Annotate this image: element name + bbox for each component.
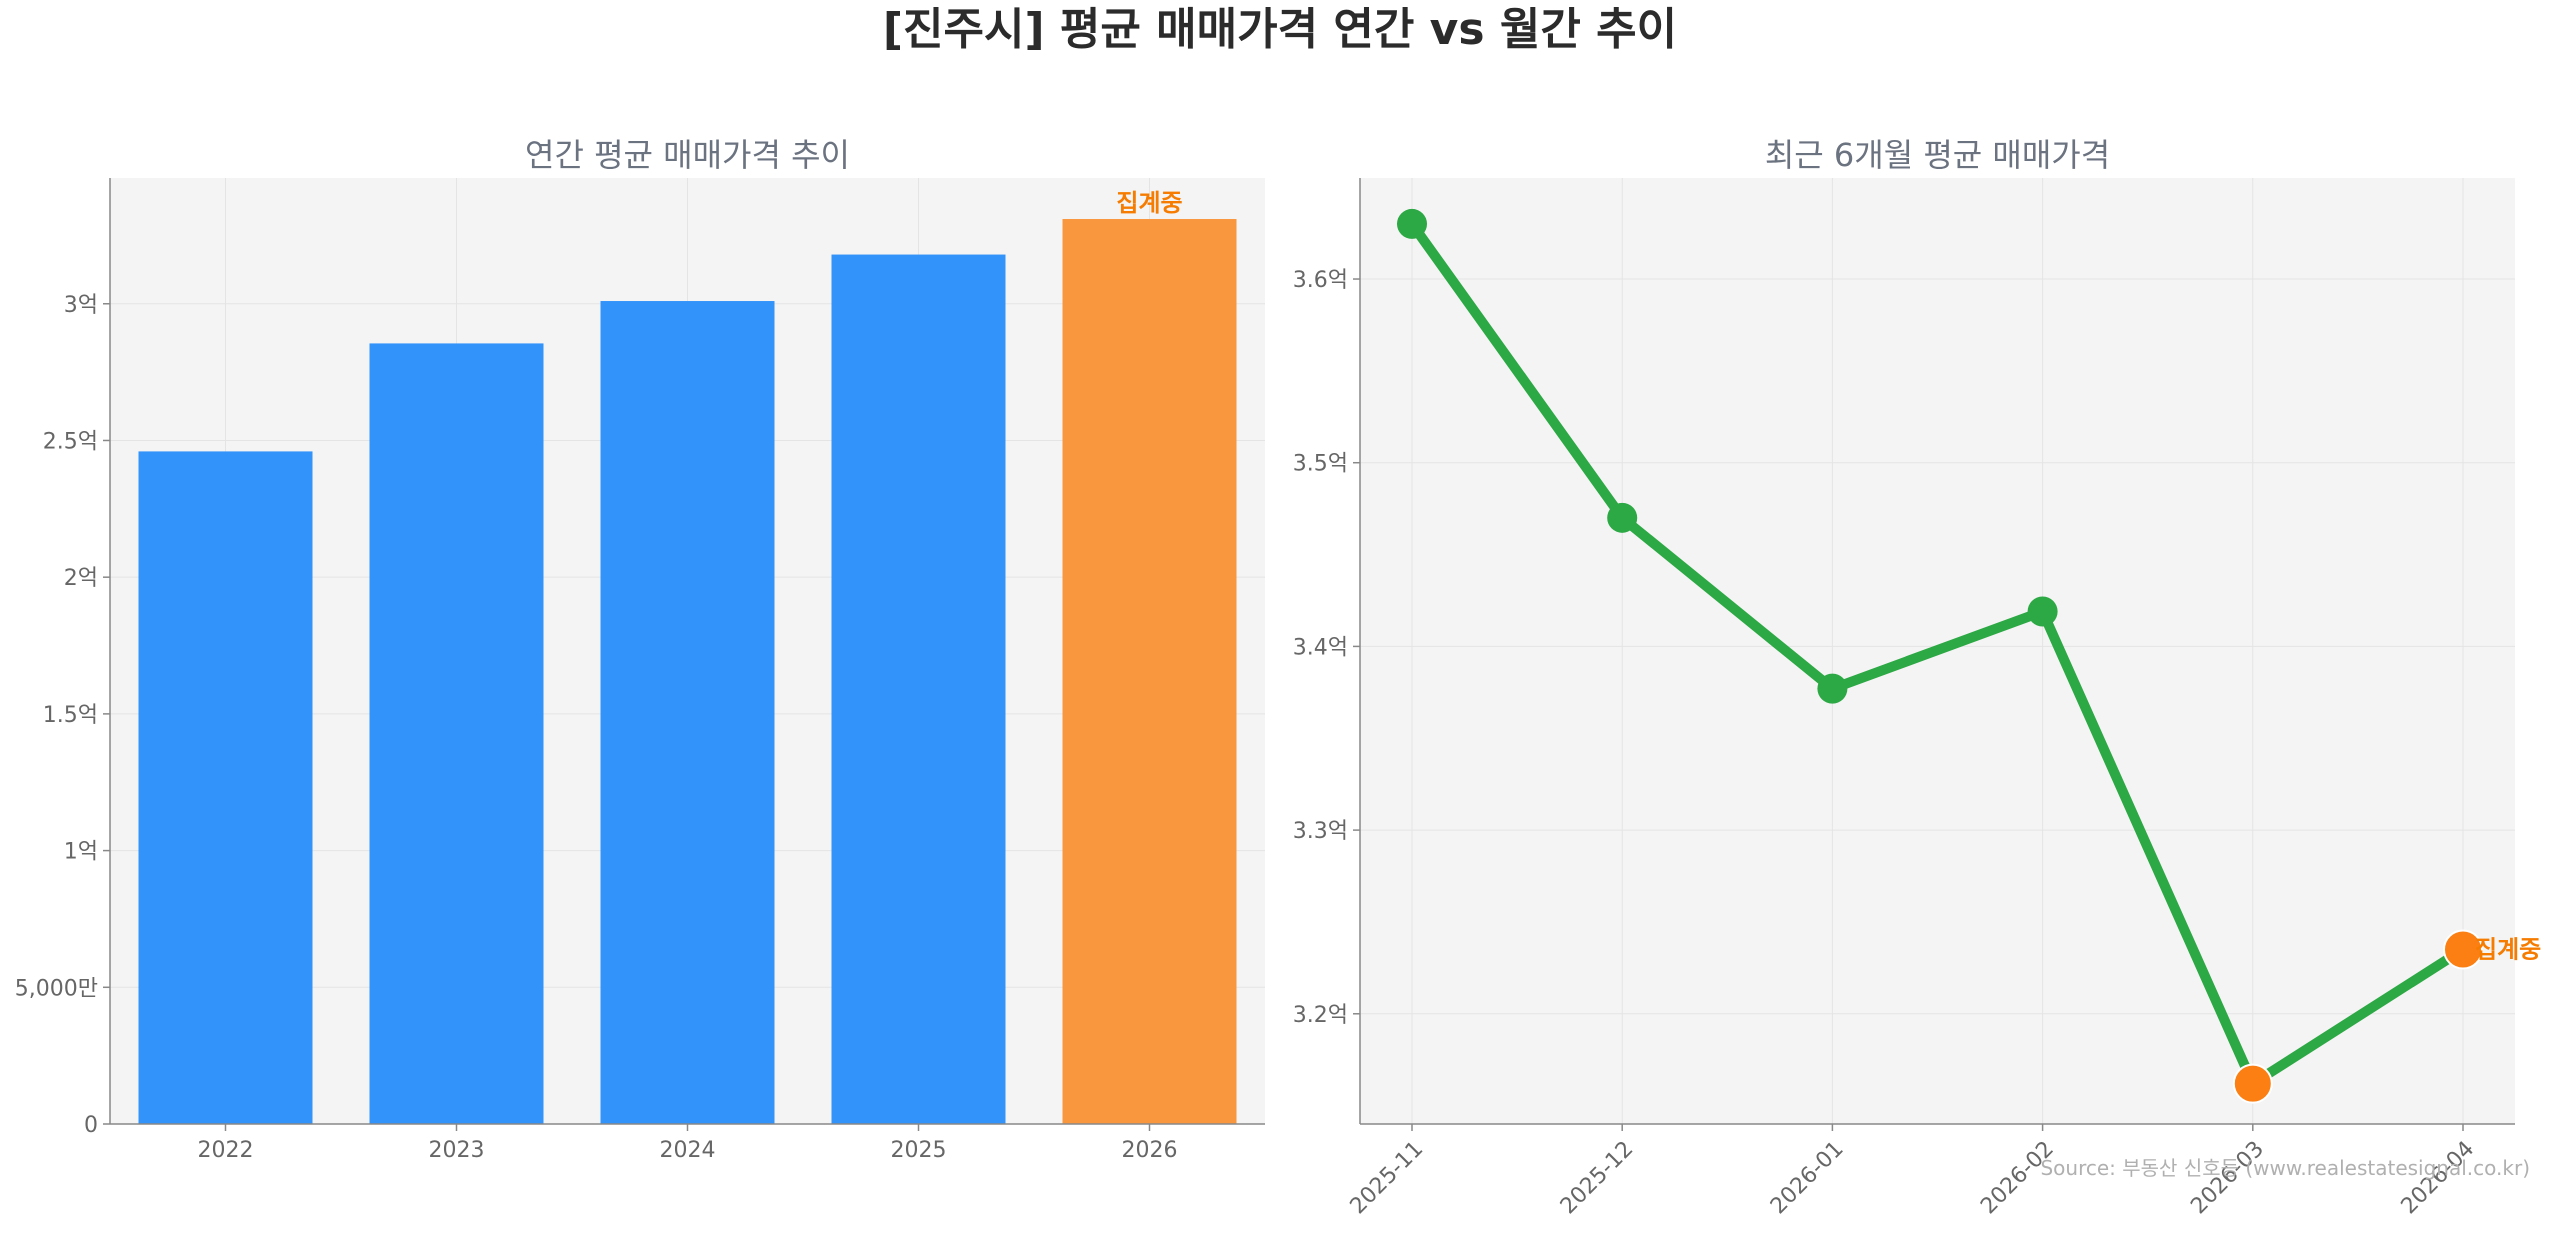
line-ytick-label: 3.3억 bbox=[1293, 819, 1348, 844]
line-point-2026-04 bbox=[2443, 929, 2483, 970]
line-xtick-label: 2025-12 bbox=[1556, 1137, 1639, 1220]
bar-xtick-label: 2022 bbox=[198, 1138, 254, 1163]
bar-annotation: 집계중 bbox=[1116, 189, 1182, 217]
line-point-2026-01 bbox=[1817, 673, 1848, 704]
bar-ytick-label: 1억 bbox=[64, 840, 98, 865]
source-text: Source: 부동산 신호등 (www.realestatesignal.co… bbox=[2040, 1156, 2530, 1180]
bar-xtick-label: 2023 bbox=[429, 1138, 485, 1163]
bar-2022 bbox=[138, 451, 313, 1124]
line-ytick-label: 3.4억 bbox=[1293, 635, 1348, 660]
line-series bbox=[1407, 218, 2468, 1089]
line-ytick-label: 3.5억 bbox=[1293, 452, 1348, 477]
bar-ytick-label: 1.5억 bbox=[43, 703, 98, 728]
bar-xtick-label: 2025 bbox=[891, 1138, 947, 1163]
bar-xtick-label: 2024 bbox=[660, 1138, 716, 1163]
line-ytick-label: 3.6억 bbox=[1293, 268, 1348, 293]
bar-2023 bbox=[369, 343, 544, 1124]
bar-xtick-label: 2026 bbox=[1122, 1138, 1178, 1163]
line-xtick-label: 2026-01 bbox=[1766, 1137, 1849, 1220]
line-point-2025-12 bbox=[1607, 502, 1638, 533]
bar-ytick-label: 2억 bbox=[64, 566, 98, 591]
bar-2026 bbox=[1062, 219, 1237, 1124]
bar-ytick-label: 0 bbox=[84, 1113, 98, 1138]
bar-ytick-label: 2.5억 bbox=[43, 429, 98, 454]
line-chart-title: 최근 6개월 평균 매매가격 bbox=[1765, 136, 2110, 174]
bar-ytick-label: 5,000만 bbox=[15, 976, 98, 1001]
line-ytick-label: 3.2억 bbox=[1293, 1003, 1348, 1028]
bar-chart-title: 연간 평균 매매가격 추이 bbox=[525, 136, 850, 174]
line-point-2026-02 bbox=[2027, 596, 2058, 627]
bar-ytick-label: 3억 bbox=[64, 293, 98, 318]
main-title: [진주시] 평균 매매가격 연간 vs 월간 추이 bbox=[882, 4, 1678, 55]
bar-2025 bbox=[831, 254, 1006, 1124]
line-point-2025-11 bbox=[1397, 208, 1427, 239]
line-xtick-label: 2025-11 bbox=[1346, 1137, 1429, 1220]
bar-2024 bbox=[600, 301, 775, 1124]
line-annotation: 집계중 bbox=[2475, 935, 2541, 963]
line-point-2026-03 bbox=[2232, 1063, 2273, 1104]
